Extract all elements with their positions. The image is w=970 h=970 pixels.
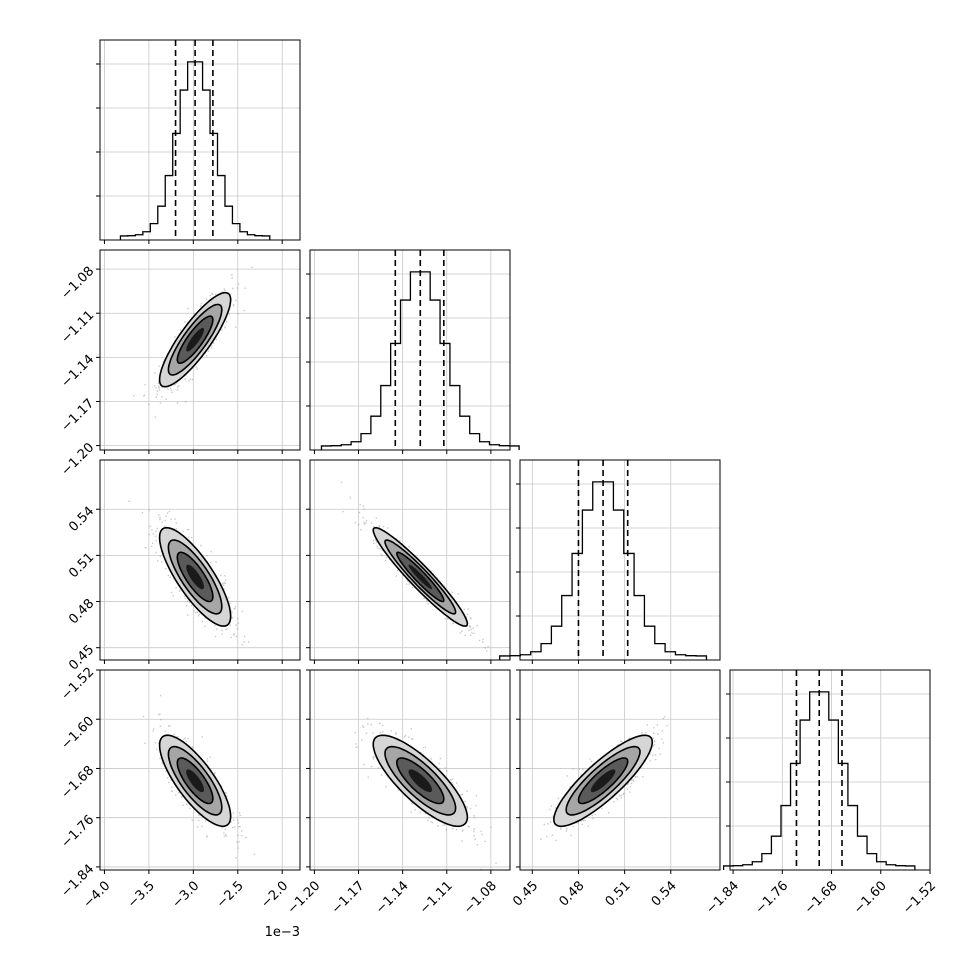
x-tick-label: 0.45 [510,878,541,909]
contour-line [167,303,223,376]
contour-line [395,551,445,603]
x-tick-label: −1.76 [753,878,792,917]
x-tick-label: −1.68 [802,878,841,917]
density-fill [186,564,204,590]
y-tick-label: 0.54 [66,504,97,535]
x-tick-label: −1.11 [417,878,456,917]
contour-line [395,757,445,805]
y-tick-label: −1.76 [59,812,98,851]
x-tick-label: −1.84 [703,878,742,917]
contour-line [167,745,223,816]
contour-line [158,734,232,828]
contour-line [158,526,232,627]
contour-line [577,757,629,805]
x-tick-label: 0.48 [556,878,587,909]
scatter-panel-2-0 [99,459,301,664]
x-tick-label: −3.0 [169,878,202,911]
hist-panel-2 [499,459,721,664]
y-tick-label: −1.60 [59,714,98,753]
y-tick-label: −1.08 [59,264,98,303]
density-fill [186,327,204,352]
contour-line [176,315,214,364]
contour-line [372,734,469,828]
scatter-panel-2-1 [309,459,511,664]
contour-line [176,757,214,805]
x-offset-text: 1e−3 [265,925,300,940]
scatter-panel-1-0 [99,249,301,454]
density-fill [408,769,433,793]
contour-line [372,526,469,627]
y-tick-label: 0.51 [66,550,97,581]
y-tick-label: −1.14 [59,352,98,391]
axes-frame [519,459,721,661]
contour-line [167,539,223,615]
contour-line [384,745,457,816]
y-tick-label: −1.68 [59,763,98,802]
x-tick-label: −1.08 [461,878,500,917]
axes-frame [99,249,301,451]
axes-frame [309,669,511,871]
x-tick-label: −1.20 [285,878,324,917]
y-tick-label: −1.20 [59,440,98,479]
contour-line [158,291,232,388]
density-fill [408,564,433,590]
contour-line [552,734,654,828]
axes-frame [99,39,301,241]
axes-frame [99,459,301,661]
scatter-panel-3-0 [99,669,301,874]
hist-panel-1 [306,249,520,454]
y-tick-label: −1.17 [59,396,98,435]
contour-line [384,539,457,615]
axes-frame [729,669,931,871]
axes-frame [99,669,301,871]
scatter-panel-3-1 [309,669,511,874]
density-fill [590,769,616,793]
y-tick-label: −1.11 [59,308,98,347]
x-tick-label: −1.60 [851,878,890,917]
x-tick-label: −1.17 [329,878,368,917]
x-tick-label: −1.52 [900,878,939,917]
density-fill [186,769,204,793]
y-tick-label: 0.48 [66,596,97,627]
axes-frame [309,459,511,661]
x-tick-label: −1.14 [373,878,412,917]
hist-panel-0 [96,39,301,244]
axes-frame [309,249,511,451]
x-tick-label: 0.51 [603,878,634,909]
hist-panel-3 [722,669,931,874]
x-tick-label: −2.5 [214,878,247,911]
contour-line [565,745,641,816]
contour-line [176,551,214,603]
scatter-panel-3-2 [519,669,721,874]
x-tick-label: −3.5 [125,878,158,911]
axes-frame [519,669,721,871]
x-tick-label: 0.54 [649,878,680,909]
